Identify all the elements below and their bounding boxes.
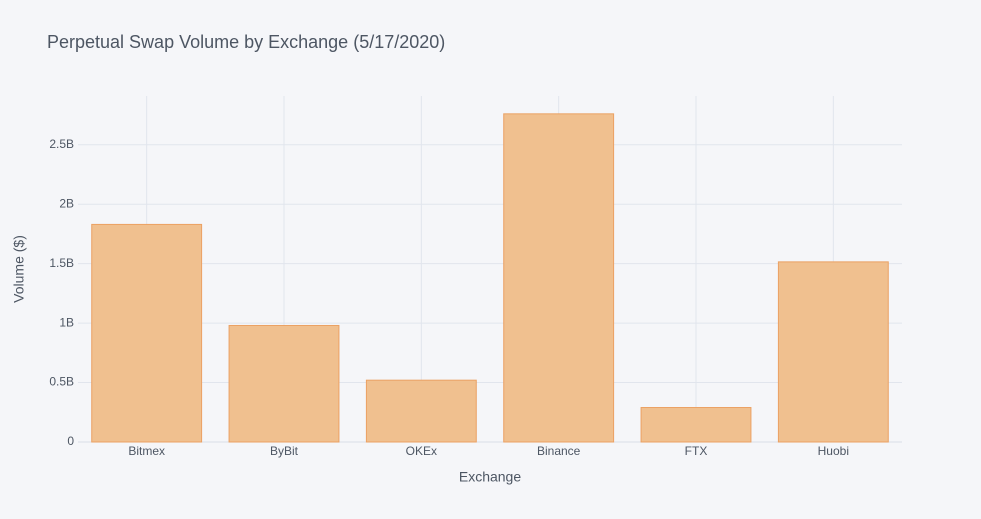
y-tick-label: 1B <box>59 315 74 329</box>
bar <box>91 223 203 443</box>
bar <box>503 113 615 443</box>
bar <box>777 261 889 443</box>
chart-title: Perpetual Swap Volume by Exchange (5/17/… <box>47 32 445 52</box>
y-tick-label: 2.5B <box>49 137 74 151</box>
x-tick-label: Bitmex <box>128 444 165 458</box>
bar <box>365 379 477 443</box>
y-tick-label: 1.5B <box>49 256 74 270</box>
bar <box>640 407 752 443</box>
x-axis-title: Exchange <box>459 469 521 485</box>
y-tick-label: 2B <box>59 196 74 210</box>
x-tick-label: Huobi <box>818 444 849 458</box>
x-tick-label: Binance <box>537 444 581 458</box>
y-tick-label: 0.5B <box>49 375 74 389</box>
x-tick-label: FTX <box>685 444 708 458</box>
x-tick-label: OKEx <box>406 444 437 458</box>
bar <box>228 324 340 443</box>
y-tick-label: 0 <box>67 434 74 448</box>
x-tick-label: ByBit <box>270 444 299 458</box>
y-axis-title: Volume ($) <box>11 235 27 303</box>
